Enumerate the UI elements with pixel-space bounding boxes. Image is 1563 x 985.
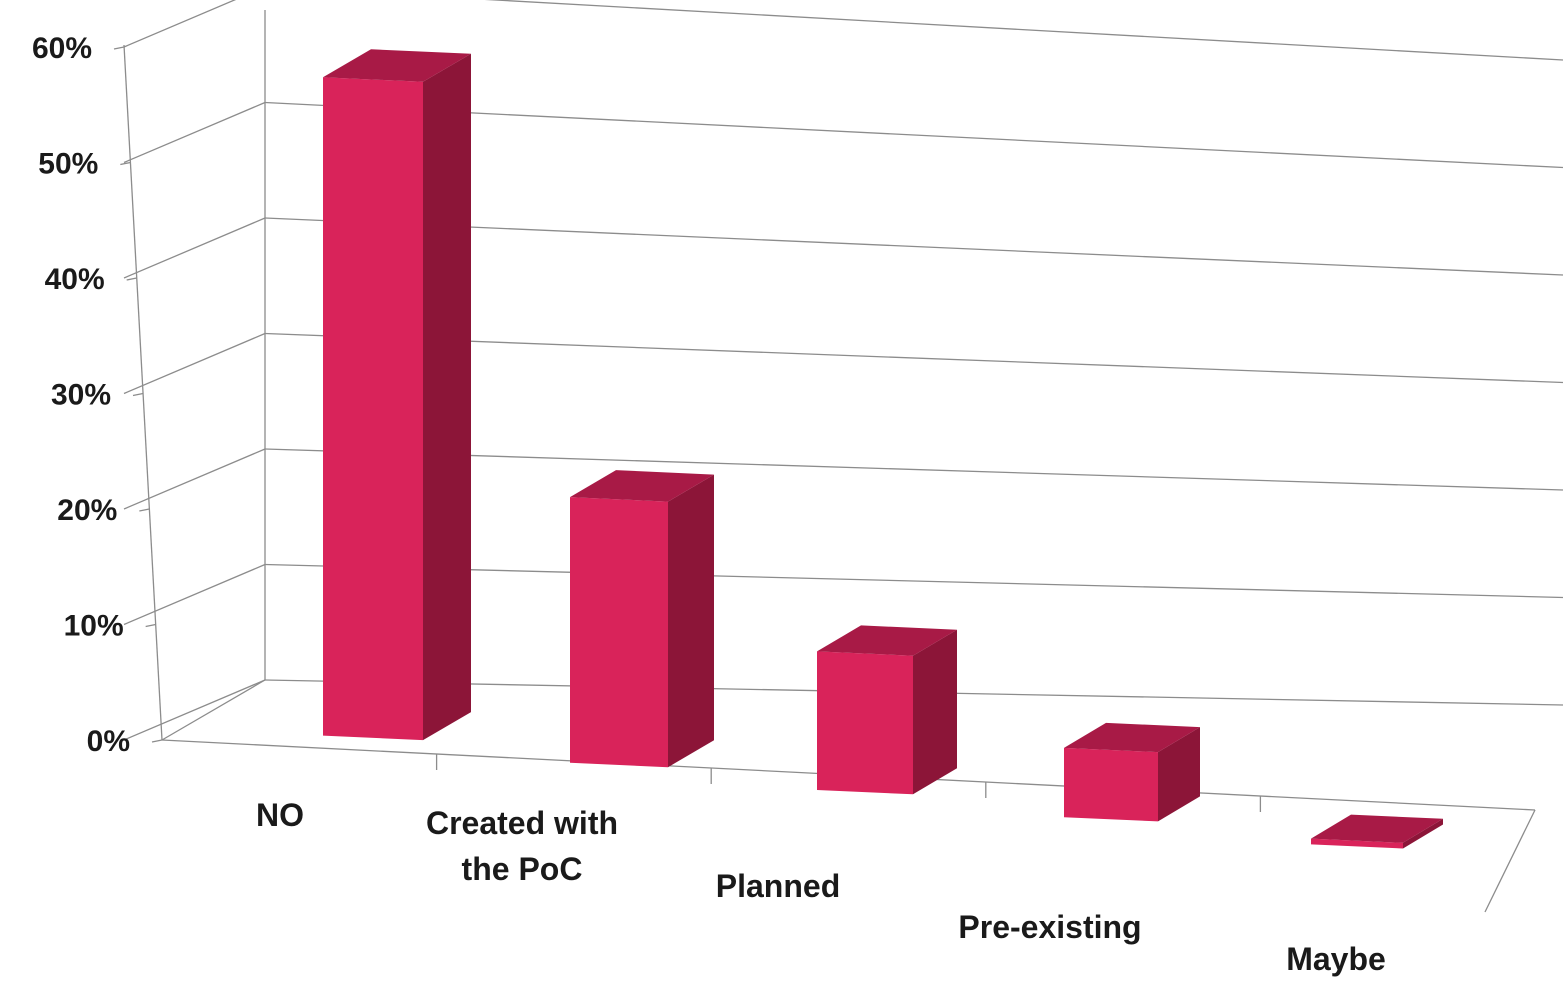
y-tick-label: 50% (38, 148, 98, 181)
bars (323, 49, 1443, 849)
y-tick-mark (145, 623, 156, 628)
gridline-back-wall (264, 332, 1563, 384)
gridline-left-wall (123, 332, 266, 395)
bar-side-face (1403, 818, 1443, 849)
floor-left-edge (161, 679, 266, 741)
gridline-back-wall (264, 448, 1563, 491)
bar-4 (1311, 814, 1443, 849)
y-tick-mark (139, 508, 150, 512)
gridline-left-wall (123, 217, 266, 279)
bar-top-face (570, 470, 714, 502)
gridline-left-wall (123, 448, 266, 510)
gridlines (123, 0, 1563, 741)
y-tick-mark (120, 161, 131, 166)
y-axis-line (123, 44, 163, 741)
axes (113, 10, 1536, 913)
x-category-label: Pre-existing (958, 909, 1141, 945)
y-tick-label: 0% (87, 725, 130, 758)
y-tick-label: 60% (32, 32, 92, 65)
y-tick-label: 40% (45, 263, 105, 296)
x-category-label: NO (256, 797, 304, 833)
gridline-back-wall (264, 563, 1563, 599)
bar-1 (570, 470, 714, 768)
gridline-left-wall (123, 679, 266, 741)
x-category-label: Planned (716, 868, 840, 904)
bar-side-face (668, 474, 714, 768)
y-tick-label: 10% (64, 610, 124, 643)
y-tick-mark (113, 46, 125, 50)
gridline-back-wall (264, 101, 1563, 169)
floor-right-edge (1484, 809, 1536, 913)
bar-top-face (1311, 814, 1443, 843)
bar-side-face (913, 629, 957, 795)
bar-front-face (1064, 747, 1158, 822)
bar-top-face (817, 625, 957, 656)
bar-front-face (570, 497, 668, 768)
gridline-left-wall (123, 101, 266, 164)
bar-2 (817, 625, 957, 795)
bar-front-face (323, 77, 423, 741)
y-tick-label: 30% (51, 379, 111, 412)
bar-side-face (423, 53, 471, 741)
bar-side-face (1158, 727, 1200, 822)
gridline-back-wall (484, 0, 1563, 61)
gridline-left-wall (123, 0, 237, 48)
gridline-left-wall (123, 563, 266, 626)
x-category-label: Created with the PoC (426, 805, 618, 887)
x-category-label: Maybe (1286, 941, 1386, 977)
bar-front-face (817, 651, 913, 795)
gridline-back-wall (264, 217, 1563, 276)
bar-3 (1064, 722, 1200, 822)
y-axis-tick-labels: 0% 10% 20% 30% 40% 50% 60% (32, 32, 130, 758)
bar-0 (323, 49, 471, 741)
y-tick-mark (126, 277, 137, 281)
y-tick-label: 20% (57, 494, 117, 527)
bar-top-face (323, 49, 471, 82)
bar-front-face (1311, 838, 1403, 849)
bar-top-face (1064, 722, 1200, 753)
y-tick-mark (151, 739, 163, 743)
x-axis-category-labels: NO Created with the PoC Planned Pre-existing… (256, 797, 1386, 977)
y-tick-mark (132, 392, 144, 397)
